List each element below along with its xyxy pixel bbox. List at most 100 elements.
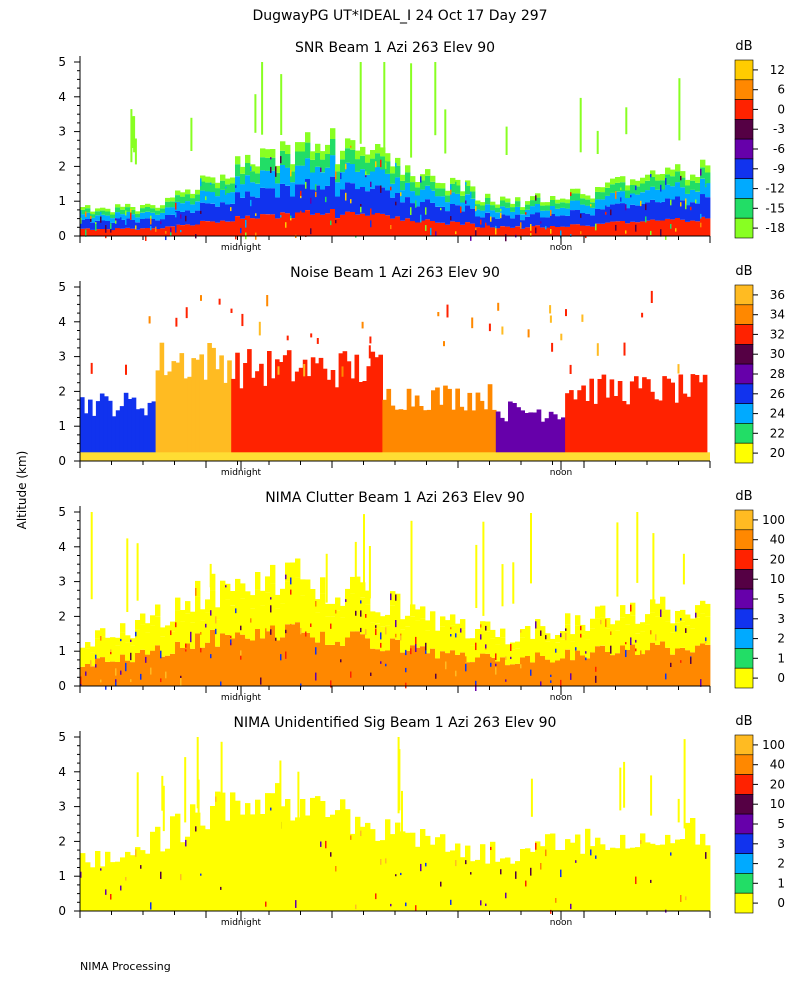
heatmap-cell — [620, 645, 626, 686]
heatmap-cell — [335, 597, 341, 611]
heatmap-cell — [435, 658, 441, 686]
heatmap-speck — [135, 225, 137, 230]
heatmap-streak — [279, 760, 282, 837]
heatmap-cell — [260, 814, 266, 911]
heatmap-speck — [310, 197, 312, 204]
heatmap-speck — [675, 228, 677, 232]
heatmap-speck — [475, 206, 477, 212]
heatmap-cell — [485, 225, 491, 236]
heatmap-cell — [280, 603, 286, 638]
heatmap-cell — [270, 170, 276, 189]
heatmap-cell — [90, 222, 96, 230]
heatmap-speck — [415, 200, 417, 208]
heatmap-cell — [255, 799, 261, 911]
heatmap-cell — [670, 623, 676, 633]
heatmap-cell — [625, 223, 631, 236]
heatmap-cell — [430, 190, 436, 203]
heatmap-cell — [470, 861, 476, 911]
heatmap-cell — [530, 638, 536, 646]
heatmap-speck — [415, 636, 417, 645]
heatmap-cell — [455, 843, 461, 911]
heatmap-cell — [625, 208, 631, 224]
heatmap-cell — [495, 644, 501, 662]
noise-cell — [223, 382, 228, 461]
heatmap-cell — [575, 625, 581, 651]
heatmap-cell — [430, 221, 436, 236]
heatmap-cell — [445, 851, 451, 911]
heatmap-cell — [140, 208, 146, 213]
heatmap-cell — [550, 638, 556, 646]
heatmap-cell — [125, 228, 131, 236]
heatmap-cell — [625, 198, 631, 209]
heatmap-cell — [235, 192, 241, 216]
heatmap-cell — [125, 203, 131, 208]
heatmap-speck — [390, 225, 392, 230]
noise-speck — [90, 362, 93, 374]
colorbar-label: 6 — [777, 83, 785, 97]
noise-cell — [151, 401, 157, 461]
heatmap-cell — [605, 187, 611, 196]
heatmap-cell — [255, 629, 261, 686]
heatmap-cell — [655, 603, 661, 616]
heatmap-cell — [365, 215, 371, 236]
heatmap-cell — [215, 619, 221, 647]
colorbar-label: -3 — [773, 122, 785, 136]
heatmap-cell — [265, 592, 271, 632]
heatmap-speck — [480, 219, 482, 225]
heatmap-cell — [80, 209, 86, 215]
heatmap-speck — [395, 874, 397, 877]
heatmap-cell — [335, 218, 341, 236]
noise-cell — [215, 369, 220, 461]
heatmap-speck — [705, 852, 707, 859]
y-tick-label: 2 — [58, 609, 66, 623]
noise-cell — [532, 412, 538, 461]
heatmap-cell — [660, 641, 666, 686]
heatmap-streak — [197, 779, 200, 813]
heatmap-cell — [255, 183, 261, 198]
heatmap-cell — [535, 652, 541, 686]
heatmap-cell — [560, 631, 566, 640]
heatmap-cell — [165, 625, 171, 635]
heatmap-cell — [395, 193, 401, 217]
heatmap-speck — [125, 210, 127, 216]
heatmap-cell — [90, 217, 96, 223]
heatmap-cell — [185, 210, 191, 225]
heatmap-speck — [300, 195, 302, 199]
noise-cell — [175, 362, 181, 461]
heatmap-cell — [215, 182, 221, 189]
heatmap-speck — [395, 162, 397, 167]
heatmap-cell — [665, 174, 671, 185]
noise-cell — [426, 409, 432, 461]
heatmap-cell — [680, 219, 686, 236]
heatmap-cell — [180, 610, 186, 622]
heatmap-cell — [155, 207, 161, 211]
heatmap-cell — [265, 576, 271, 593]
heatmap-speck — [125, 662, 127, 671]
noise-cell — [658, 400, 663, 461]
heatmap-cell — [685, 185, 691, 194]
heatmap-cell — [700, 159, 706, 168]
heatmap-cell — [325, 644, 331, 686]
heatmap-cell — [125, 851, 131, 911]
heatmap-cell — [440, 222, 446, 236]
heatmap-speck — [465, 860, 467, 865]
heatmap-cell — [390, 197, 396, 219]
heatmap-cell — [545, 217, 551, 228]
heatmap-cell — [120, 654, 126, 686]
noise-cell — [471, 410, 477, 461]
heatmap-cell — [225, 583, 231, 600]
heatmap-speck — [110, 894, 112, 900]
heatmap-speck — [370, 181, 372, 188]
heatmap-cell — [310, 603, 316, 638]
heatmap-cell — [695, 605, 701, 618]
heatmap-speck — [550, 209, 552, 216]
heatmap-cell — [655, 644, 661, 686]
noise-cell — [601, 374, 607, 461]
noise-ground-layer — [80, 452, 710, 461]
heatmap-cell — [520, 220, 526, 229]
heatmap-speck — [675, 625, 677, 632]
heatmap-cell — [110, 661, 116, 686]
heatmap-speck — [365, 614, 367, 618]
heatmap-cell — [465, 845, 471, 911]
heatmap-cell — [210, 590, 216, 630]
